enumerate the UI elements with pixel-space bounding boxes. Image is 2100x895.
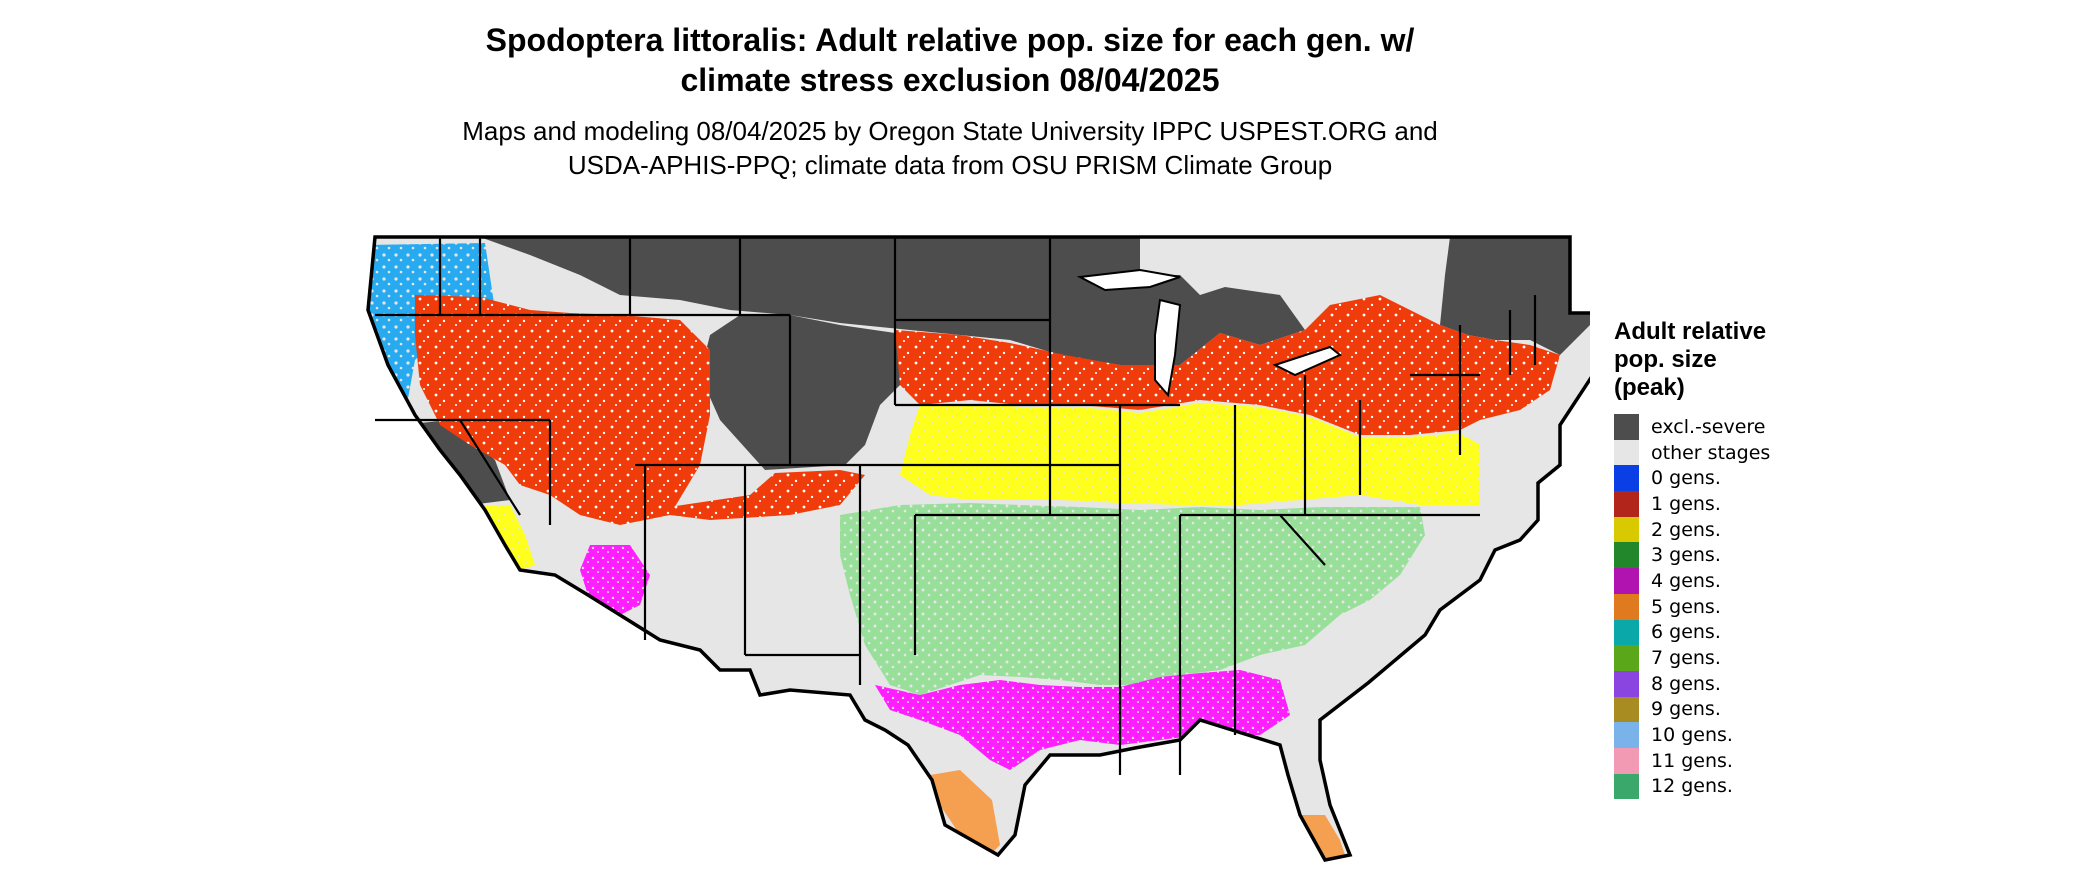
legend-item: 0 gens. [1614,465,1854,492]
legend-swatch [1614,465,1639,492]
us-generation-map [366,235,1590,862]
legend-item: 3 gens. [1614,542,1854,569]
zone-yellow-california [380,365,535,570]
legend-label: 8 gens. [1651,672,1721,695]
map-subtitle: Maps and modeling 08/04/2025 by Oregon S… [0,114,1900,182]
us-outline [366,235,1590,862]
zone-yellow-central [900,403,1480,505]
legend-swatch [1614,516,1639,543]
legend-swatch [1614,414,1639,440]
lake-superior [1076,268,1181,292]
legend-item: excl.-severe [1614,414,1854,440]
legend-item: 11 gens. [1614,747,1854,774]
zone-orange-south-texas [930,770,1000,855]
legend-swatch [1614,645,1639,671]
zone-red-west [415,295,710,525]
legend-label: 7 gens. [1651,647,1721,670]
legend-item: 6 gens. [1614,619,1854,646]
legend-label: 9 gens. [1651,698,1721,721]
legend-swatch [1614,670,1639,697]
legend-swatch [1614,568,1639,594]
legend-label: 3 gens. [1651,544,1721,567]
zone-magenta-gulf [875,670,1290,770]
legend-items: excl.-severe other stages 0 gens. 1 gens. 2 … [1614,414,1854,800]
legend-label: 5 gens. [1651,595,1721,618]
legend-label: 0 gens. [1651,467,1721,490]
legend-item: 12 gens. [1614,773,1854,800]
legend-label: other stages [1651,441,1771,464]
legend-item: 9 gens. [1614,696,1854,723]
legend-label: 12 gens. [1651,775,1733,798]
title-block: Spodoptera littoralis: Adult relative po… [0,20,1900,182]
legend-title: Adult relative pop. size (peak) [1614,318,1854,402]
legend-swatch [1614,696,1639,723]
legend-swatch [1614,773,1639,800]
legend-title-line: (peak) [1614,374,1685,401]
map-title-line-2: climate stress exclusion 08/04/2025 [680,62,1220,98]
legend-swatch [1614,722,1639,748]
zone-orange-south-florida [1300,815,1345,860]
map-fill-layers [368,237,1590,860]
great-lakes [1076,268,1342,398]
legend-label: 4 gens. [1651,569,1721,592]
lake-michigan [1154,298,1182,398]
zone-red-southwest [615,470,865,520]
subtitle-line-1: Maps and modeling 08/04/2025 by Oregon S… [462,116,1438,146]
zone-green-southeast [840,503,1425,695]
zone-magenta-southwest [580,545,650,615]
legend-item: 5 gens. [1614,593,1854,620]
legend-swatch [1614,542,1639,569]
legend-label: excl.-severe [1651,415,1766,438]
legend-item: 8 gens. [1614,670,1854,697]
legend: Adult relative pop. size (peak) excl.-seve… [1614,318,1854,800]
legend-swatch [1614,491,1639,517]
legend-item: 7 gens. [1614,645,1854,671]
zone-excluded-rockies [700,315,910,470]
legend-swatch [1614,747,1639,774]
legend-title-line: pop. size [1614,346,1717,373]
legend-item: 4 gens. [1614,568,1854,594]
legend-swatch [1614,619,1639,646]
legend-item: 1 gens. [1614,491,1854,517]
map-title-line-1: Spodoptera littoralis: Adult relative po… [485,22,1415,58]
legend-label: 11 gens. [1651,749,1733,772]
legend-item: 2 gens. [1614,516,1854,543]
lake-erie [1272,345,1342,377]
legend-item: 10 gens. [1614,722,1854,748]
legend-label: 1 gens. [1651,492,1721,515]
legend-swatch [1614,593,1639,620]
legend-title-line: Adult relative [1614,318,1767,345]
zone-red-central [895,295,1560,435]
legend-swatch [1614,439,1639,466]
legend-label: 10 gens. [1651,724,1733,747]
state-boundaries [375,237,1537,775]
legend-label: 2 gens. [1651,518,1721,541]
subtitle-line-2: USDA-APHIS-PPQ; climate data from OSU PR… [567,150,1333,180]
legend-label: 6 gens. [1651,621,1721,644]
legend-item: other stages [1614,439,1854,466]
zone-excluded-new-england [1440,237,1590,355]
